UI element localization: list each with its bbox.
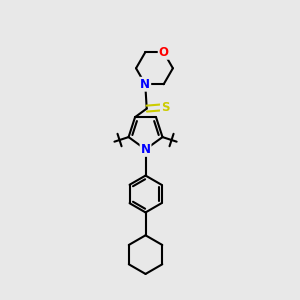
Text: S: S <box>161 100 170 114</box>
Text: N: N <box>140 78 150 91</box>
Text: N: N <box>140 143 151 156</box>
Text: O: O <box>159 46 169 59</box>
